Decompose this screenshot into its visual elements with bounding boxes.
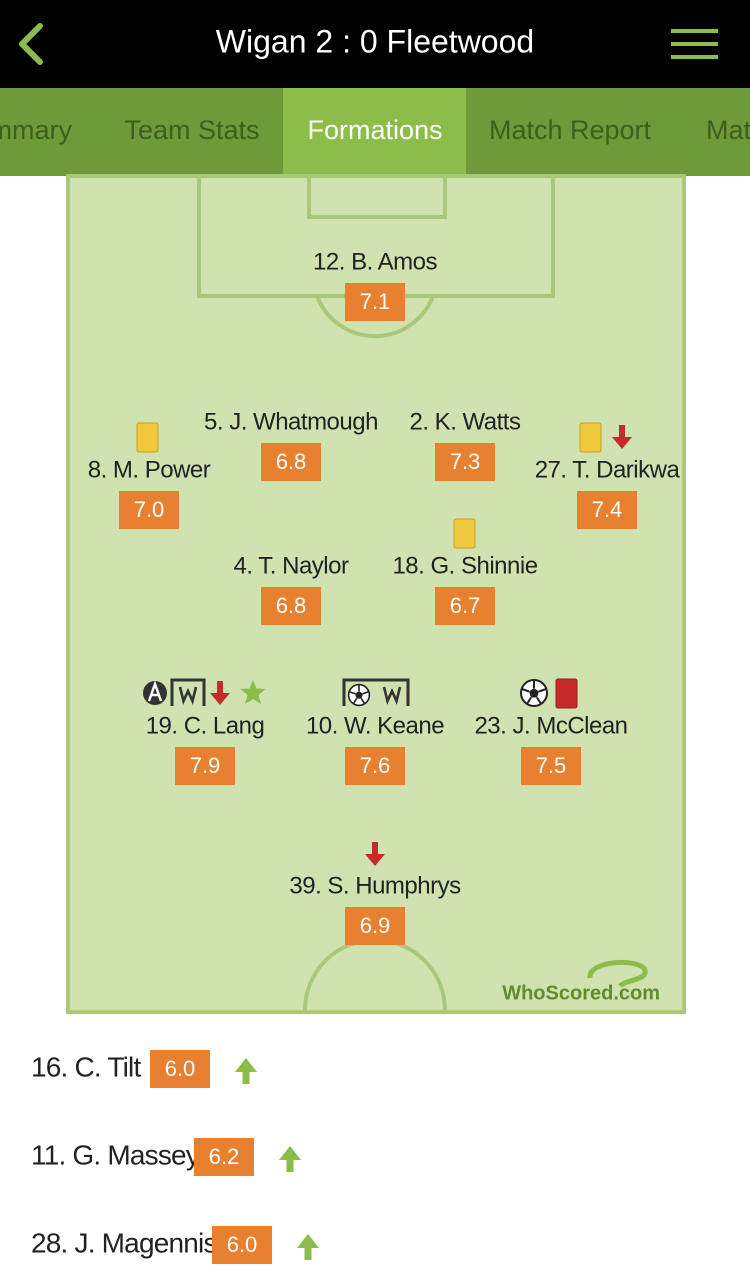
rating-box <box>175 747 235 785</box>
sub-name: 11. G. Massey <box>31 1139 200 1170</box>
goal-woodwork-icon <box>342 678 410 707</box>
sub-name: 16. C. Tilt <box>31 1051 141 1082</box>
tab[interactable]: Formations <box>307 115 442 145</box>
rating-box <box>435 587 495 625</box>
rating: 6.8 <box>276 449 307 474</box>
rating-box <box>261 587 321 625</box>
sub-on-arrow <box>279 1146 301 1172</box>
player-name: 39. S. Humphrys <box>289 872 461 899</box>
rating-box <box>345 907 405 945</box>
rating-box <box>435 443 495 481</box>
rating: 6.9 <box>360 913 391 938</box>
rating-box <box>577 491 637 529</box>
back-button[interactable] <box>19 23 43 65</box>
yellow-card <box>136 422 159 453</box>
rating: 6.0 <box>165 1056 196 1081</box>
watermark: WhoScored.com <box>502 982 660 1004</box>
yellow-card <box>579 422 602 453</box>
sub-on-arrow <box>297 1234 319 1260</box>
rating-box <box>521 747 581 785</box>
rating: 7.9 <box>190 753 221 778</box>
six-yard-box <box>307 176 447 219</box>
rating-box <box>119 491 179 529</box>
player-name: 12. B. Amos <box>313 248 437 275</box>
tab[interactable]: mmary <box>0 115 72 145</box>
rating: 7.5 <box>536 753 567 778</box>
woodwork-icon <box>170 678 206 706</box>
tab[interactable]: Mat <box>706 115 750 145</box>
rating: 7.0 <box>134 497 165 522</box>
sub-on-arrow <box>235 1058 257 1084</box>
motm-star <box>240 680 266 704</box>
player-name: 5. J. Whatmough <box>204 408 378 435</box>
rating: 6.8 <box>276 593 307 618</box>
header-title: Wigan 2 : 0 Fleetwood <box>216 23 534 59</box>
rating-box <box>345 283 405 321</box>
player-name: 8. M. Power <box>88 456 211 483</box>
rating: 6.2 <box>209 1144 240 1169</box>
watermark-mark <box>587 959 648 988</box>
penalty-arc <box>315 295 435 339</box>
rating-box <box>345 747 405 785</box>
menu-button[interactable] <box>671 29 718 59</box>
rating: 7.1 <box>360 289 391 314</box>
player-name: 23. J. McClean <box>474 712 627 739</box>
yellow-card <box>453 518 476 549</box>
player-name: 4. T. Naylor <box>234 552 349 579</box>
sub-name: 28. J. Magennis <box>31 1227 217 1258</box>
active-tab <box>283 88 466 176</box>
rating: 6.0 <box>227 1232 258 1257</box>
rating: 7.3 <box>450 449 481 474</box>
player-name: 18. G. Shinnie <box>392 552 537 579</box>
player-name: 10. W. Keane <box>306 712 444 739</box>
tab[interactable]: Match Report <box>489 115 652 145</box>
rating-box <box>212 1226 272 1264</box>
player-name: 19. C. Lang <box>146 712 265 739</box>
tab[interactable]: Team Stats <box>124 115 259 145</box>
rating: 7.6 <box>360 753 391 778</box>
rating: 7.4 <box>592 497 623 522</box>
player-name: 27. T. Darikwa <box>535 456 681 483</box>
rating: 6.7 <box>450 593 481 618</box>
red-card <box>555 678 578 709</box>
player-name: 2. K. Watts <box>410 408 521 435</box>
rating-box <box>150 1050 210 1088</box>
assist-icon <box>143 680 167 705</box>
rating-box <box>194 1138 254 1176</box>
rating-box <box>261 443 321 481</box>
goal-icon <box>520 679 548 707</box>
header-bar <box>0 0 750 88</box>
